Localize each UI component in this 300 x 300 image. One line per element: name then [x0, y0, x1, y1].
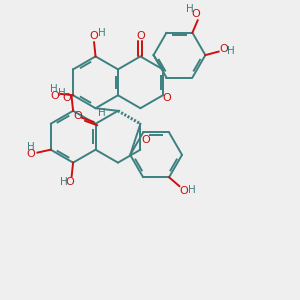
Text: O: O	[179, 185, 188, 196]
Text: O: O	[141, 135, 150, 145]
Text: O: O	[65, 177, 74, 187]
Text: O: O	[192, 9, 201, 20]
Text: O: O	[26, 149, 35, 159]
Text: H: H	[58, 88, 66, 98]
Text: O: O	[62, 93, 71, 103]
Text: O: O	[50, 92, 59, 101]
Text: H: H	[227, 46, 235, 56]
Text: O: O	[90, 32, 98, 41]
Text: H: H	[186, 4, 193, 14]
Text: O: O	[136, 31, 145, 41]
Text: O: O	[74, 111, 82, 122]
Text: H: H	[188, 185, 196, 195]
Text: H: H	[98, 108, 106, 118]
Text: H: H	[60, 177, 68, 187]
Text: H: H	[98, 28, 105, 38]
Text: H: H	[27, 142, 34, 152]
Text: O: O	[162, 93, 171, 103]
Text: O: O	[219, 44, 228, 54]
Text: H: H	[50, 84, 58, 94]
